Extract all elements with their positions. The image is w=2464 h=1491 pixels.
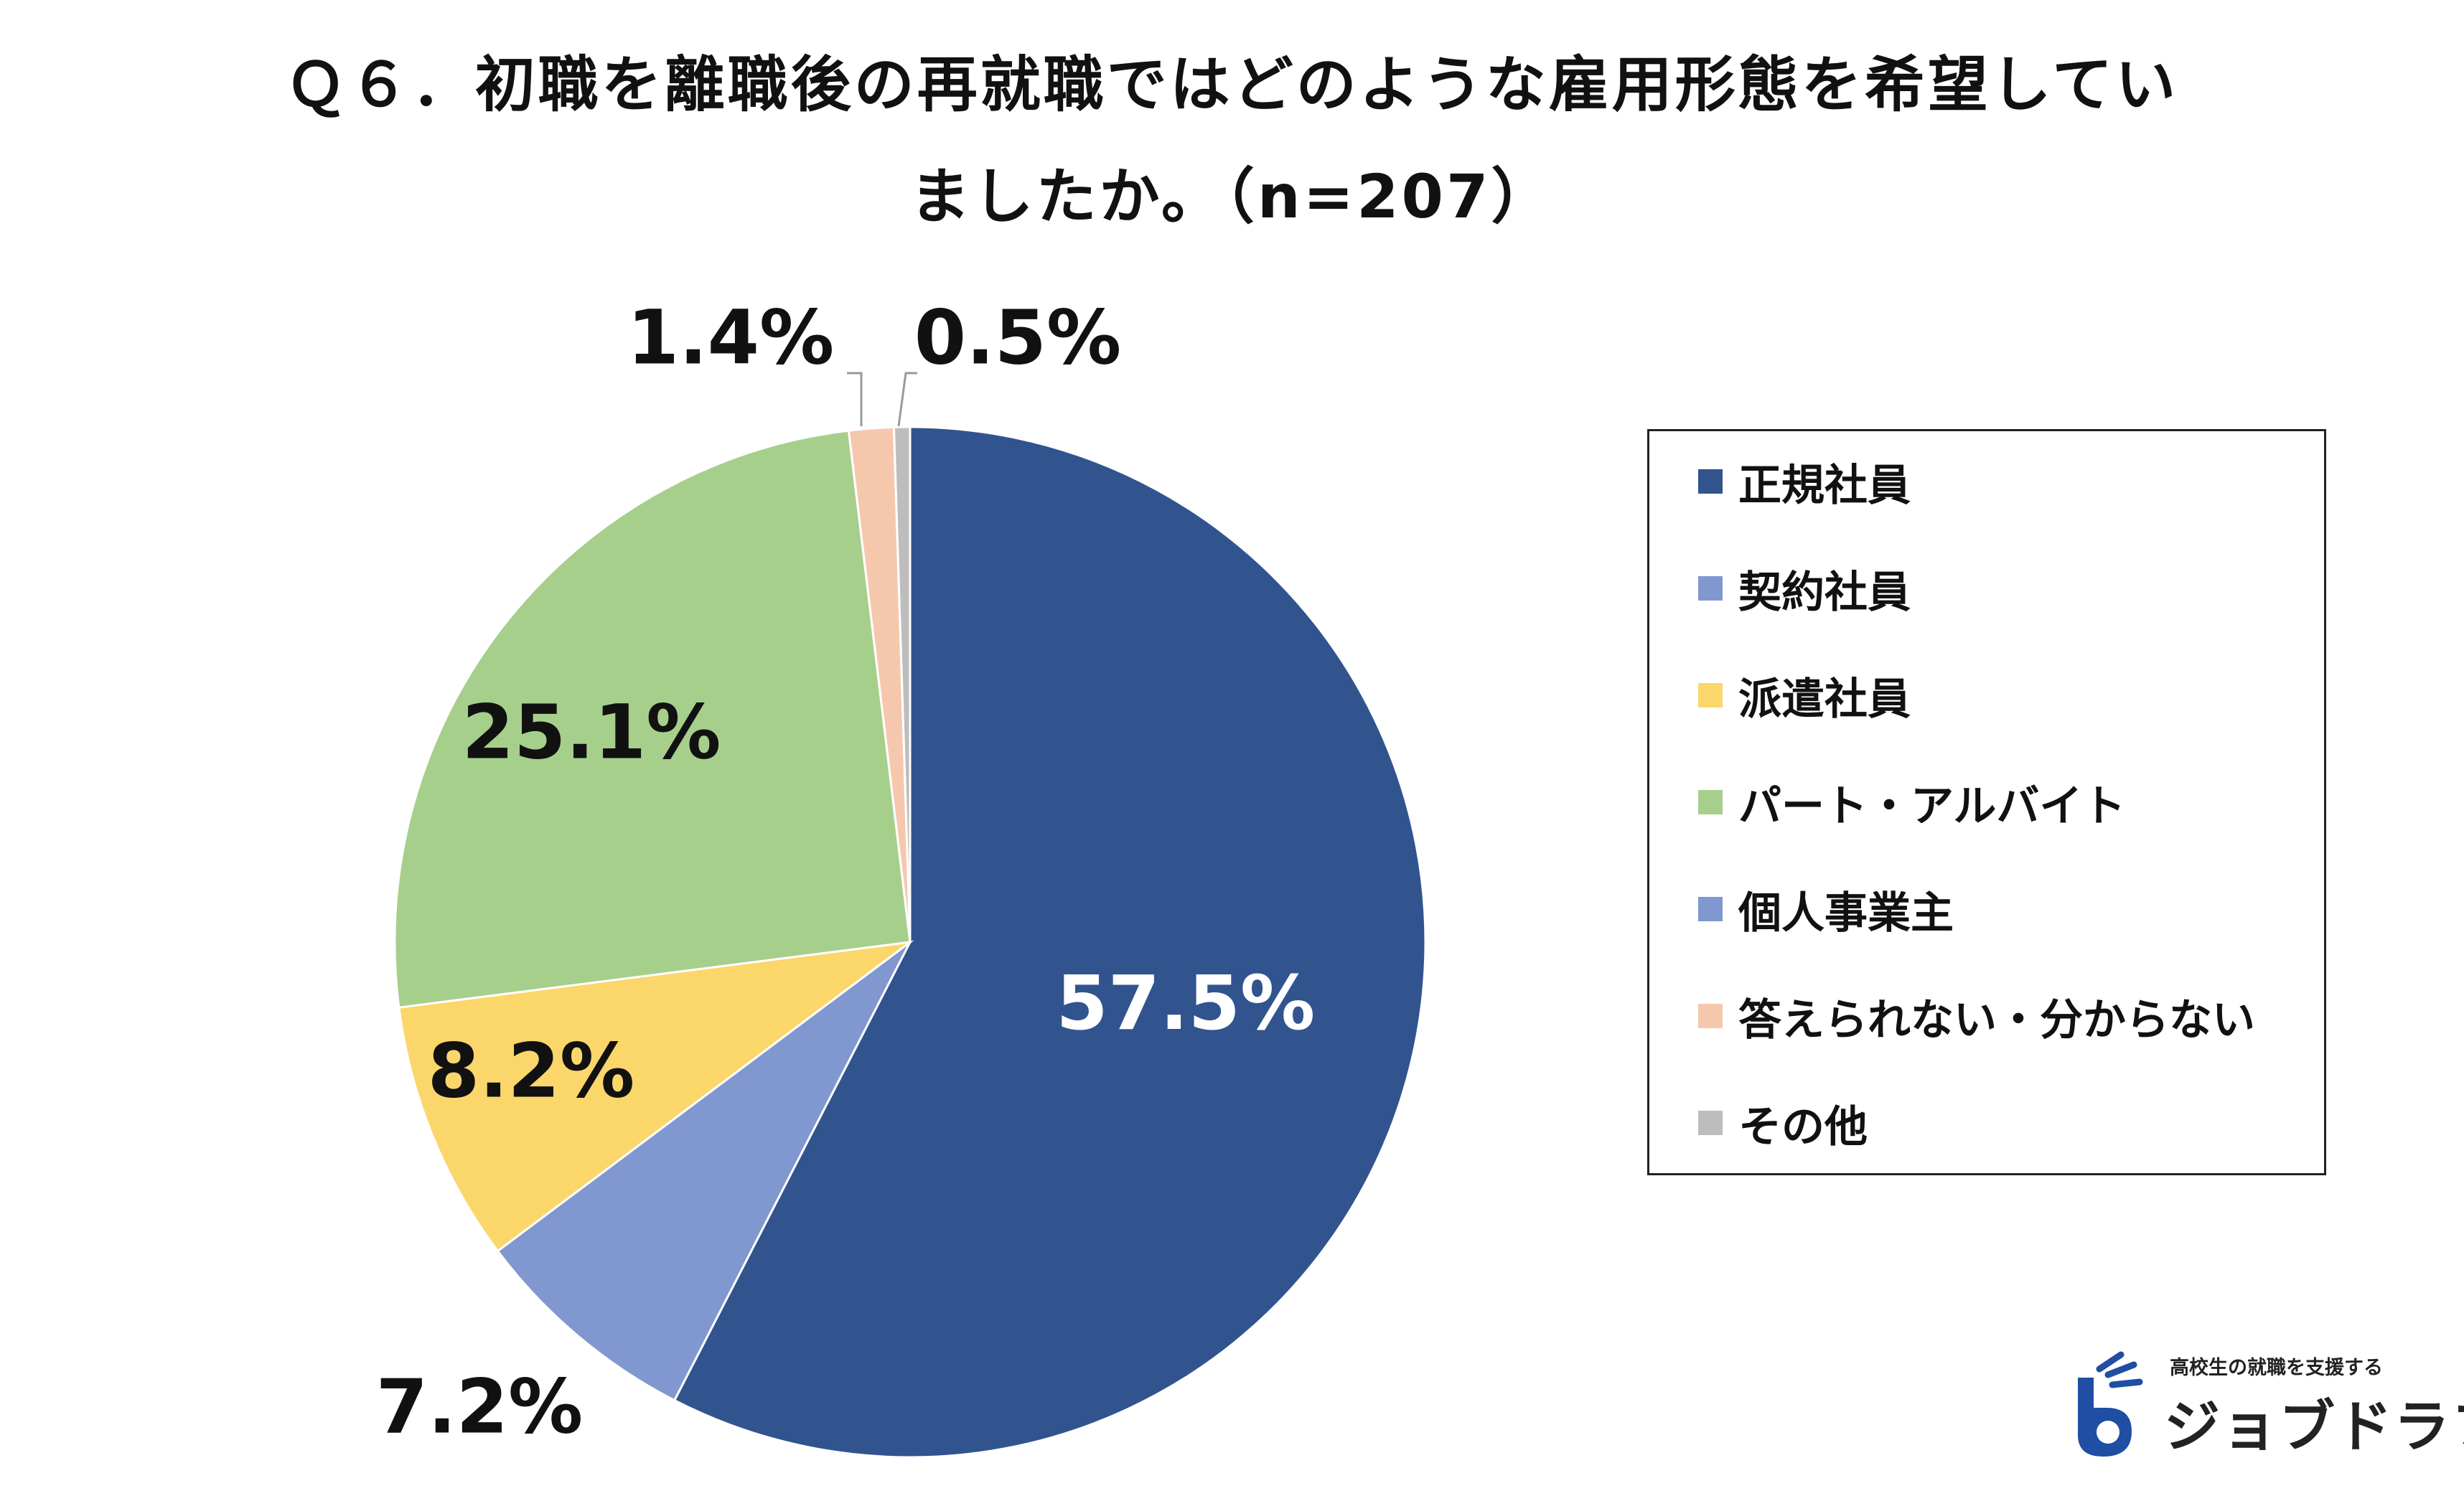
data-label-2: 7.2% (376, 1363, 583, 1450)
data-label-4: 25.1% (462, 688, 721, 776)
legend-swatch (1698, 683, 1723, 707)
logo-tagline: 高校生の就職を支援する (2170, 1357, 2383, 1379)
logo-name: ジョブドラフト (2164, 1395, 2464, 1459)
data-labels: 57.5% 7.2% 8.2% 25.1% 1.4% 0.5% (376, 293, 1315, 1450)
chart-title-line-2: ましたか。（n=207） (909, 161, 1555, 232)
legend-label: パート・アルバイト (1738, 781, 2126, 832)
legend-label: 個人事業主 (1738, 888, 1954, 939)
leader-line-6 (847, 372, 863, 426)
pie-slice-2 (496, 941, 912, 1402)
legend-label: その他 (1738, 1101, 1868, 1152)
legend-label: 答えられない・分からない (1738, 994, 2255, 1045)
legend-swatch (1698, 897, 1723, 921)
legend-swatch (1698, 790, 1723, 814)
legend-item: 派遣社員 (1698, 667, 1911, 725)
legend-swatch (1698, 1004, 1723, 1028)
legend-label: 正規社員 (1738, 460, 1911, 511)
pie-slices (393, 425, 1427, 1459)
chart-title-line-1: Ｑ６．初職を離職後の再就職ではどのような雇用形態を希望してい (285, 50, 2179, 120)
pie-slice-7 (892, 425, 912, 943)
leader-lines (847, 372, 917, 427)
chart-title: Ｑ６．初職を離職後の再就職ではどのような雇用形態を希望してい ましたか。（n=2… (0, 29, 2464, 253)
legend-item: その他 (1698, 1094, 1868, 1152)
legend-swatch (1698, 469, 1723, 494)
legend-label: 派遣社員 (1738, 674, 1911, 725)
brand-logo: 高校生の就職を支援する ジョブドラフト (2049, 1349, 2464, 1464)
pie-slice-4 (393, 429, 912, 1009)
data-label-1: 57.5% (1056, 959, 1315, 1047)
legend-item: パート・アルバイト (1698, 773, 2126, 832)
legend-swatch (1698, 576, 1723, 601)
legend-item: 契約社員 (1698, 560, 1911, 618)
pie-slice-1 (673, 425, 1427, 1459)
logo-mark-icon (2078, 1351, 2143, 1457)
pie-slice-3 (398, 940, 914, 1253)
data-label-3: 8.2% (428, 1027, 634, 1114)
chart-legend: 正規社員契約社員派遣社員パート・アルバイト 個人事業主答えられない・分からない その… (1647, 429, 2326, 1175)
data-label-7: 0.5% (914, 293, 1121, 381)
legend-item: 個人事業主 (1698, 880, 1954, 939)
legend-label: 契約社員 (1738, 567, 1911, 618)
legend-item: 正規社員 (1698, 453, 1911, 511)
leader-line-7 (897, 372, 917, 427)
data-label-6: 1.4% (627, 293, 834, 381)
legend-swatch (1698, 1111, 1723, 1135)
legend-item: 答えられない・分からない (1698, 987, 2255, 1045)
